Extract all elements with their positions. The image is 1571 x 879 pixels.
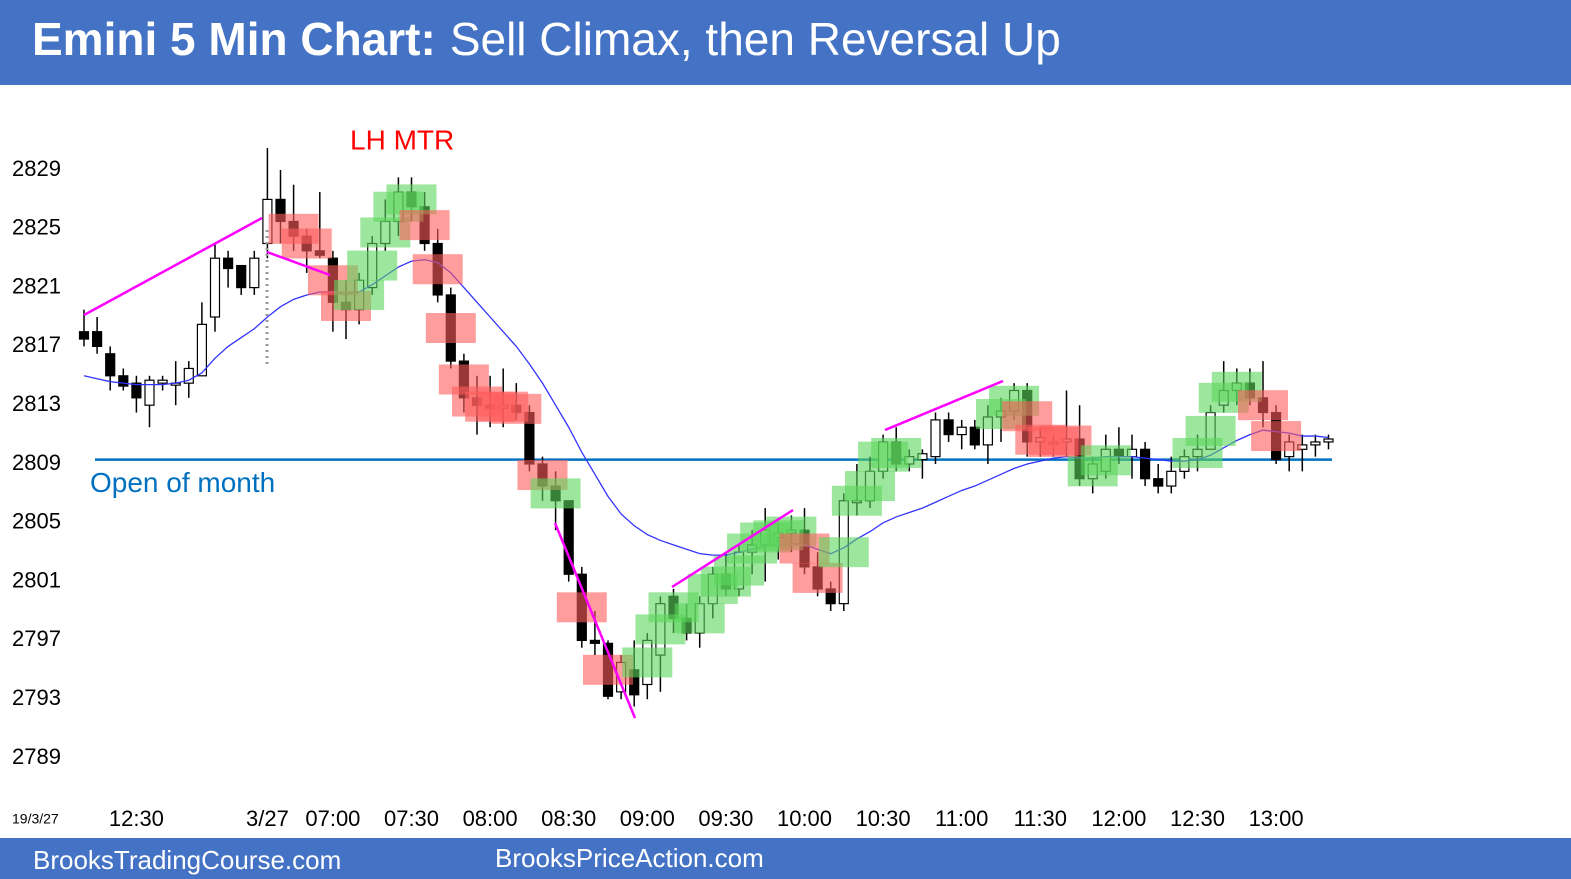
signal-highlight	[412, 254, 463, 285]
title-bold: Emini 5 Min Chart:	[32, 13, 436, 65]
y-tick-label: 2809	[12, 450, 61, 475]
x-tick-label: 3/27	[246, 806, 289, 831]
candle-body	[930, 419, 941, 458]
y-tick-label: 2801	[12, 567, 61, 592]
x-tick-label: 09:30	[698, 806, 753, 831]
x-tick-label: 13:00	[1249, 806, 1304, 831]
footer-right: BrooksPriceAction.com	[495, 843, 764, 873]
signal-highlight	[1080, 445, 1131, 476]
candle-body	[1323, 438, 1334, 443]
candle-body	[1153, 478, 1164, 487]
candle-body	[249, 257, 260, 289]
annotation: LH MTR	[350, 124, 454, 155]
x-tick-label: 10:00	[777, 806, 832, 831]
candle-body	[78, 331, 90, 340]
footer-bar	[0, 838, 1571, 879]
signal-highlight	[792, 562, 843, 593]
trend-line	[671, 508, 794, 589]
y-tick-label: 2825	[12, 215, 61, 240]
x-tick-label: 12:00	[1091, 806, 1146, 831]
x-tick-label: 09:00	[620, 806, 675, 831]
candle-body	[157, 379, 168, 384]
signal-highlight	[871, 437, 922, 468]
candle-body	[1166, 470, 1177, 487]
signal-highlight	[386, 184, 437, 215]
signal-highlight	[399, 210, 450, 241]
candle-body	[956, 426, 967, 436]
footer-left: BrooksTradingCourse.com	[33, 845, 341, 875]
x-tick-label: 10:30	[856, 806, 911, 831]
x-tick-label: 07:00	[305, 806, 360, 831]
trend-line	[553, 522, 637, 719]
candle-body	[144, 379, 155, 406]
signal-highlight	[556, 592, 607, 623]
candle-body	[1310, 441, 1321, 446]
signal-highlight	[425, 313, 476, 344]
x-tick-label: 07:30	[384, 806, 439, 831]
y-tick-label: 2805	[12, 509, 61, 534]
y-tick-label: 2817	[12, 332, 61, 357]
signal-highlight	[1185, 415, 1236, 446]
candle-body	[209, 257, 221, 318]
candle-body	[236, 264, 247, 289]
trend-line	[83, 216, 263, 317]
open-of-month-label: Open of month	[90, 467, 275, 498]
x-tick-label: 12:30	[1170, 806, 1225, 831]
signal-highlight	[1251, 421, 1302, 452]
x-tick-label: 11:00	[935, 806, 988, 831]
x-tick-label: 08:00	[463, 806, 518, 831]
candle-body	[223, 257, 234, 270]
candle-body	[196, 323, 207, 377]
signal-highlight	[1238, 390, 1288, 421]
candle-body	[589, 639, 601, 644]
signal-highlight	[674, 603, 725, 634]
y-tick-label: 2821	[12, 273, 61, 298]
candle-body	[105, 353, 116, 377]
trend-line	[884, 379, 1004, 432]
ema-line	[83, 259, 1329, 556]
candle-body	[91, 331, 103, 348]
candle-body	[1139, 448, 1151, 480]
signal-highlight	[491, 393, 542, 424]
candle-body	[131, 382, 142, 399]
signal-highlight	[281, 228, 332, 259]
candle-body	[183, 367, 194, 384]
y-tick-label: 2797	[12, 626, 61, 651]
signal-highlight	[347, 250, 398, 281]
signal-highlight	[818, 537, 869, 568]
y-tick-label: 2793	[12, 685, 61, 710]
x-tick-label: 08:30	[541, 806, 596, 831]
signal-highlight	[334, 279, 385, 310]
header-bar	[0, 0, 1571, 85]
plot: 2789 2793 2797 2801 2805 2809 2813 2817 2821 2825…	[12, 147, 1334, 831]
x-tick-label: 11:30	[1014, 806, 1067, 831]
trend-line	[266, 250, 331, 277]
y-tick-label: 2829	[12, 156, 61, 181]
date-label: 19/3/27	[12, 811, 59, 827]
signal-highlight	[530, 478, 581, 509]
candle-body	[969, 426, 980, 446]
title: Emini 5 Min Chart: Sell Climax, then Reve…	[32, 13, 1061, 65]
candle-body	[943, 419, 954, 436]
signal-highlight	[622, 647, 673, 678]
title-rest: Sell Climax, then Reversal Up	[450, 13, 1061, 65]
y-tick-label: 2813	[12, 391, 61, 416]
y-tick-label: 2789	[12, 744, 61, 769]
x-tick-label: 12:30	[109, 806, 164, 831]
candle-body	[118, 375, 129, 387]
signal-highlight	[845, 471, 895, 502]
